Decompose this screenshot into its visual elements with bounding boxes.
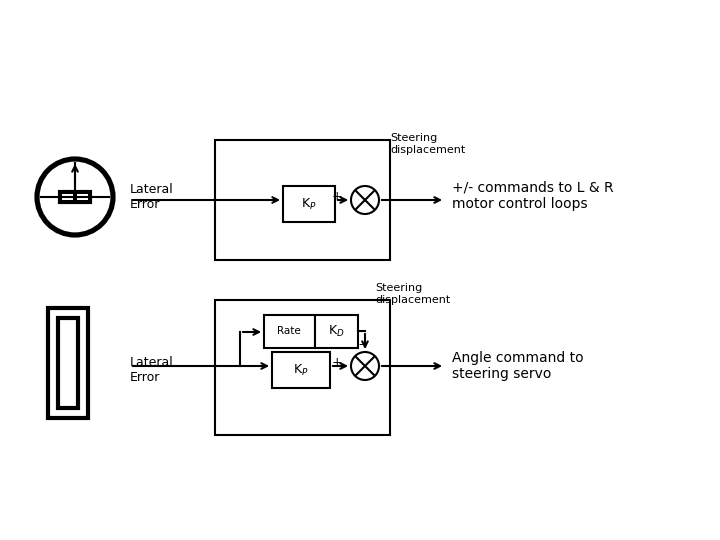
Text: Angle command to
steering servo: Angle command to steering servo	[452, 351, 584, 381]
Text: K$_P$: K$_P$	[293, 362, 309, 377]
Bar	[272, 352, 330, 388]
Text: K$_D$: K$_D$	[328, 323, 344, 339]
Bar	[215, 300, 390, 435]
Text: Lateral
Error: Lateral Error	[130, 183, 174, 211]
Bar	[48, 308, 88, 418]
Text: Rate: Rate	[277, 326, 301, 336]
Text: +/- commands to L & R
motor control loops: +/- commands to L & R motor control loop…	[452, 181, 613, 211]
Bar	[58, 318, 78, 408]
Text: Lateral
Error: Lateral Error	[130, 356, 174, 384]
Circle shape	[351, 352, 379, 380]
Bar	[283, 186, 335, 222]
Circle shape	[351, 186, 379, 214]
Bar	[215, 140, 390, 260]
Bar	[315, 315, 358, 348]
Text: K$_P$: K$_P$	[301, 197, 317, 212]
Bar	[264, 315, 315, 348]
Text: Steering
displacement: Steering displacement	[375, 284, 450, 305]
Text: Steering
displacement: Steering displacement	[390, 133, 465, 155]
Bar	[62, 194, 73, 200]
Bar	[77, 194, 88, 200]
Text: +: +	[331, 190, 342, 202]
Text: +: +	[331, 355, 342, 368]
Circle shape	[37, 159, 113, 235]
Text: -: -	[359, 338, 364, 351]
Bar	[60, 192, 90, 202]
